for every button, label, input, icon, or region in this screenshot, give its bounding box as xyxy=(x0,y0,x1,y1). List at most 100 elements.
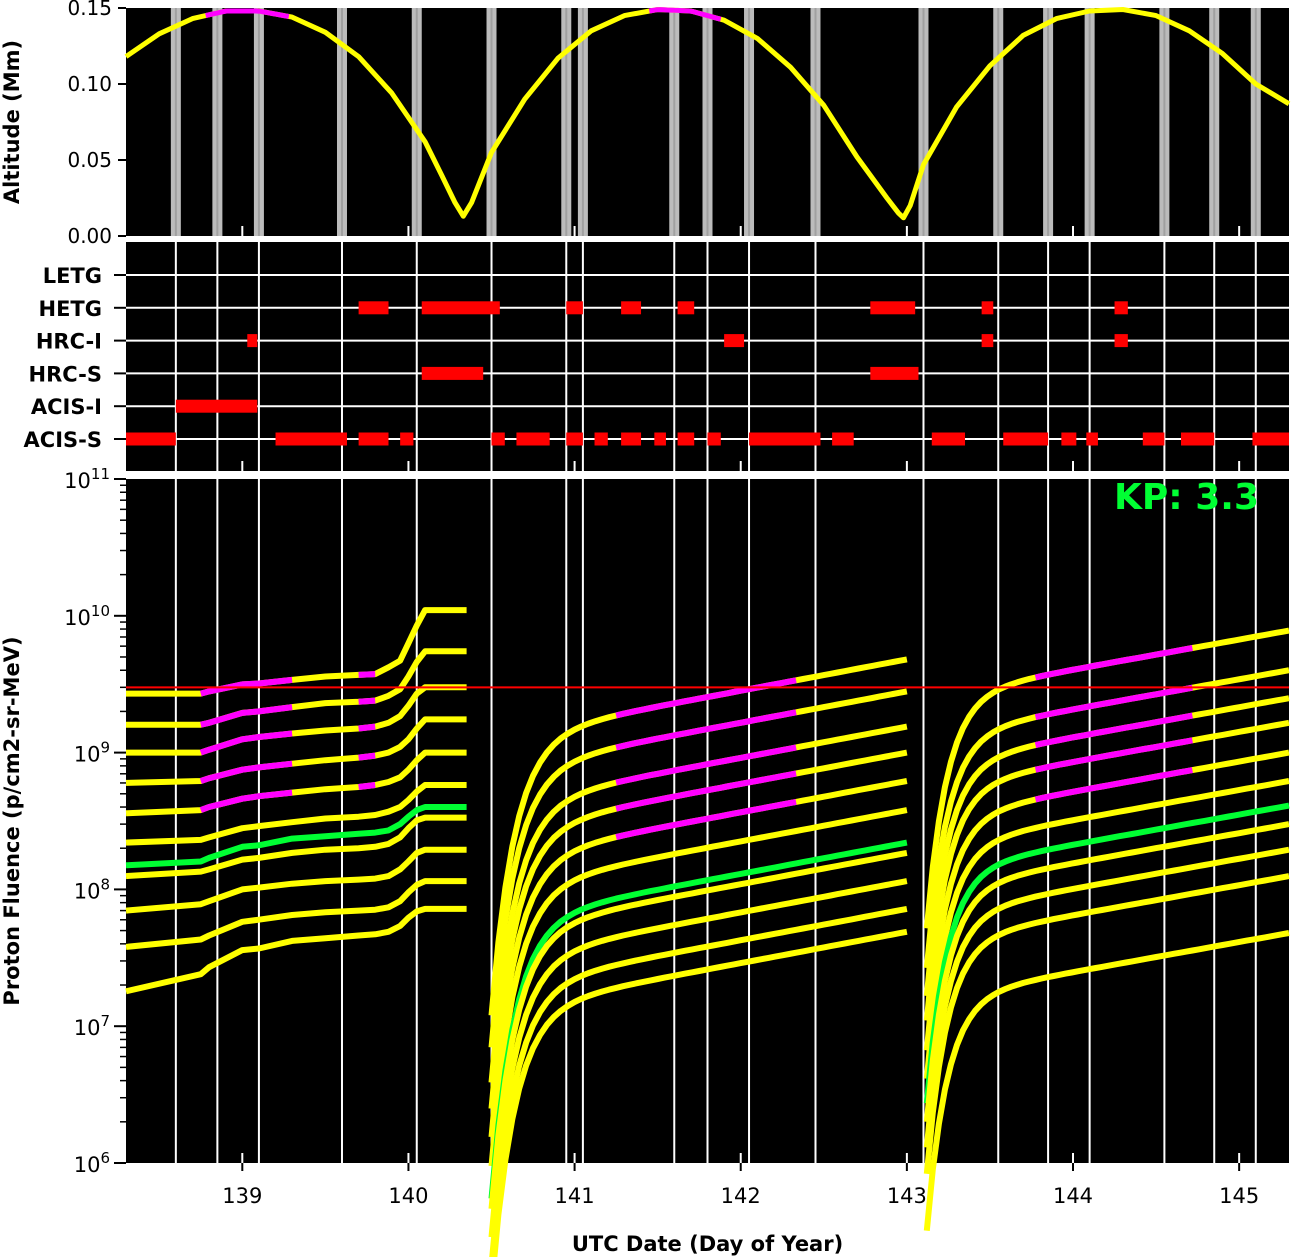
fluence-seg2-series-8 xyxy=(923,846,1290,1148)
altitude-apogee-highlight-1 xyxy=(648,7,722,22)
instrument-interval-acis-s-6 xyxy=(566,432,583,446)
fluence-xtick-label-0: 139 xyxy=(222,1184,262,1208)
fluence-xtick-label-5: 144 xyxy=(1053,1184,1093,1208)
fluence-seg1-series-8 xyxy=(488,878,908,1238)
altitude-ytick-label-0: 0.00 xyxy=(67,224,112,248)
fluence-seg1-series-2-magenta xyxy=(615,744,797,786)
instrument-interval-hetg-2 xyxy=(566,301,583,315)
instrument-label-hetg: HETG xyxy=(39,297,102,321)
fluence-seg1-series-9 xyxy=(489,905,908,1257)
fluence-seg2-series-4-magenta xyxy=(1034,767,1193,803)
instrument-interval-hetg-3 xyxy=(621,301,642,315)
fluence-seg2-series-1-magenta xyxy=(1034,684,1193,721)
instrument-interval-hetg-4 xyxy=(677,301,695,315)
fluence-seg2-series-5 xyxy=(923,778,1290,1079)
fluence-series-8 xyxy=(125,846,467,914)
instrument-interval-acis-s-1 xyxy=(275,432,347,446)
instrument-interval-acis-s-4 xyxy=(491,432,505,446)
instrument-interval-acis-s-7 xyxy=(594,432,608,446)
instrument-interval-hrc-s-0 xyxy=(421,366,484,380)
instrument-interval-acis-i-0 xyxy=(175,399,258,413)
fluence-series-10 xyxy=(125,905,467,995)
instrument-interval-acis-s-10 xyxy=(677,432,695,446)
instrument-interval-hetg-1 xyxy=(421,301,500,315)
instrument-interval-acis-s-16 xyxy=(1061,432,1077,446)
instrument-interval-acis-s-18 xyxy=(1142,432,1165,446)
instrument-label-acis-s: ACIS-S xyxy=(24,428,102,452)
fluence-series-0-magenta-1 xyxy=(358,671,376,678)
fluence-seg2-series-10 xyxy=(923,930,1290,1231)
fluence-seg2-series-3-magenta xyxy=(1034,737,1193,773)
fluence-ytick-label-3: 109 xyxy=(74,739,110,767)
altitude-apogee-highlight-0 xyxy=(205,8,290,19)
fluence-xlabel: UTC Date (Day of Year) xyxy=(572,1232,843,1256)
kp-label: KP: xyxy=(1114,477,1183,518)
kp-value: 3.3 xyxy=(1195,477,1260,518)
fluence-seg1-series-7 xyxy=(488,849,908,1210)
fluence-series-3-magenta-1 xyxy=(358,752,376,761)
instrument-interval-acis-s-17 xyxy=(1086,432,1098,446)
fluence-seg2-series-7 xyxy=(923,821,1290,1123)
fluence-seg1-series-10 xyxy=(491,928,908,1257)
fluence-series-4-magenta-0 xyxy=(199,789,293,813)
fluence-xtick-label-1: 140 xyxy=(388,1184,428,1208)
fluence-seg2-series-6 xyxy=(923,802,1290,1104)
instrument-interval-acis-s-12 xyxy=(749,432,821,446)
instrument-label-hrc-s: HRC-S xyxy=(29,362,102,386)
altitude-ytick-label-1: 0.05 xyxy=(67,148,112,172)
fluence-series-2-magenta-1 xyxy=(358,723,376,732)
fluence-series-7 xyxy=(125,814,467,880)
instrument-interval-acis-s-15 xyxy=(1003,432,1049,446)
fluence-series-5 xyxy=(125,782,467,846)
instrument-interval-acis-s-19 xyxy=(1181,432,1215,446)
fluence-seg2-series-9 xyxy=(923,873,1290,1175)
fluence-ylabel: Proton Fluence (p/cm2-sr-MeV) xyxy=(0,636,24,1005)
fluence-xtick-label-3: 142 xyxy=(721,1184,761,1208)
instrument-interval-acis-s-8 xyxy=(621,432,642,446)
fluence-seg1-series-4-magenta xyxy=(615,798,797,841)
instrument-interval-hrc-s-1 xyxy=(870,366,919,380)
instrument-interval-hetg-5 xyxy=(870,301,916,315)
instrument-label-hrc-i: HRC-I xyxy=(36,330,102,354)
fluence-seg1-series-1-magenta xyxy=(615,709,797,751)
fluence-xtick-label-2: 141 xyxy=(555,1184,595,1208)
instrument-interval-acis-s-3 xyxy=(400,432,414,446)
instrument-interval-acis-s-9 xyxy=(654,432,666,446)
instrument-interval-hrc-i-3 xyxy=(1114,334,1128,348)
kp-index-label: KP: 3.3 xyxy=(1114,476,1259,520)
instrument-interval-acis-s-20 xyxy=(1252,432,1289,446)
fluence-ytick-label-0: 106 xyxy=(74,1149,110,1177)
fluence-seg2-series-2-magenta xyxy=(1034,712,1193,749)
fluence-series-1-magenta-1 xyxy=(358,697,376,705)
fluence-seg2-series-0-magenta xyxy=(1034,645,1193,681)
fluence-series-2-magenta-0 xyxy=(199,730,293,756)
altitude-ytick-label-2: 0.10 xyxy=(67,72,112,96)
instrument-interval-acis-s-0 xyxy=(126,432,176,446)
instrument-interval-acis-s-2 xyxy=(358,432,389,446)
fluence-ytick-label-4: 1010 xyxy=(64,602,110,630)
fluence-xtick-label-6: 145 xyxy=(1219,1184,1259,1208)
fluence-series-6 xyxy=(125,804,467,869)
instrument-label-acis-i: ACIS-I xyxy=(31,395,102,419)
fluence-seg1-series-0-magenta xyxy=(615,677,797,719)
fluence-ytick-label-5: 1011 xyxy=(64,465,110,493)
fluence-series-0-magenta-0 xyxy=(200,676,293,697)
instrument-interval-hrc-i-1 xyxy=(724,334,745,348)
instrument-interval-acis-s-11 xyxy=(707,432,721,446)
instrument-interval-hetg-7 xyxy=(1114,301,1128,315)
instrument-interval-acis-s-14 xyxy=(931,432,966,446)
fluence-ytick-label-2: 108 xyxy=(74,875,110,903)
fluence-xtick-label-4: 143 xyxy=(887,1184,927,1208)
instrument-interval-hrc-i-2 xyxy=(981,334,994,348)
fluence-series-9 xyxy=(125,878,467,950)
fluence-seg1-series-5 xyxy=(488,807,908,1167)
fluence-series-1-magenta-0 xyxy=(200,704,293,728)
instrument-interval-hetg-0 xyxy=(358,301,389,315)
fluence-seg1-series-6 xyxy=(488,839,908,1199)
fluence-ytick-label-1: 107 xyxy=(74,1012,110,1040)
fluence-seg1-series-3-magenta xyxy=(615,770,797,812)
instrument-interval-hetg-6 xyxy=(981,301,994,315)
instrument-interval-acis-s-5 xyxy=(516,432,550,446)
fluence-series-4-magenta-1 xyxy=(358,782,376,790)
